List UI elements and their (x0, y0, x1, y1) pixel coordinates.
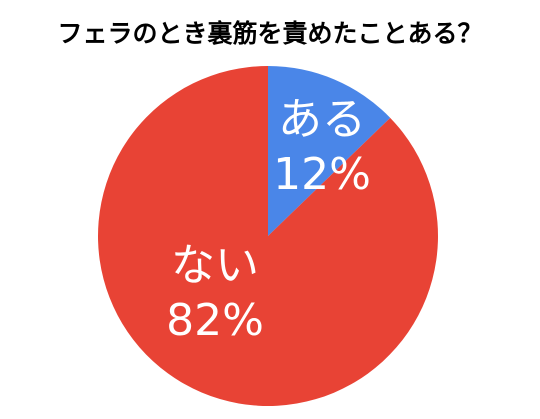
slice-label: ある (278, 94, 366, 145)
chart-title: フェラのとき裏筋を責めたことある？ (57, 19, 482, 48)
pie-slice (268, 66, 391, 236)
slice-label: ない (171, 240, 259, 291)
pie-slice (98, 66, 438, 406)
value-label: 12% (273, 149, 371, 200)
value-label: 82% (166, 295, 264, 346)
